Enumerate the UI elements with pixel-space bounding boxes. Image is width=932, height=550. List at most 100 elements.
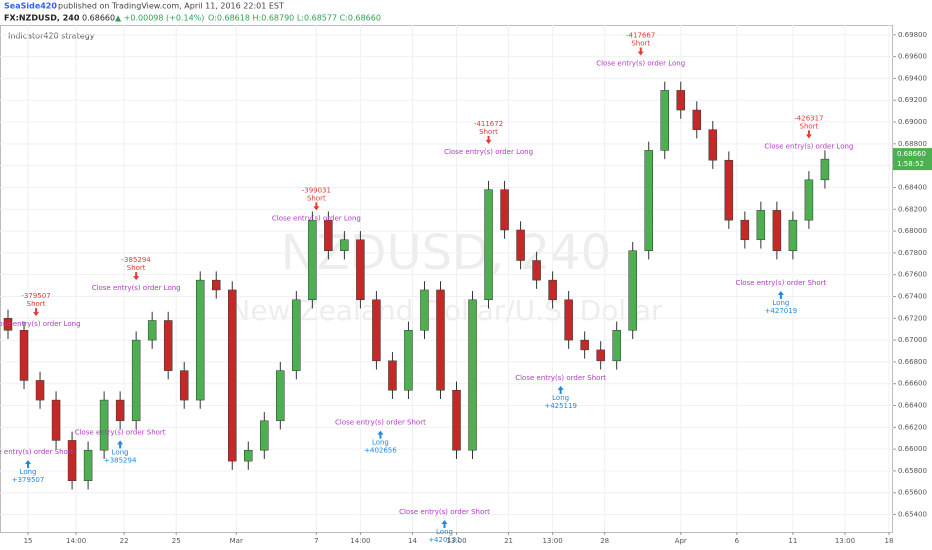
x-tick-label: 13:00 [543,537,563,545]
y-tick-label: 0.68200 [898,205,927,213]
last-price-label: 0.68660 [897,150,926,158]
candle-body [35,380,45,401]
signal-note: Close entry(s) order Short [0,448,74,456]
ohlc: O:0.68618 H:0.68790 L:0.68577 C:0.68660 [208,14,381,23]
candle-body [644,150,653,251]
signal-arrow [33,308,40,317]
signal-id: +427019 [765,307,798,315]
signal-note: Close entry(s) order Short [75,428,166,436]
y-tick-label: 0.68400 [898,183,927,191]
candle-body [340,239,349,251]
candle-body [211,279,221,291]
y-tick-label: 0.65400 [898,511,927,519]
x-tick-label: 14:00 [350,537,370,545]
signal-note: Close entry(s) order Long [0,320,81,328]
published: published on TradingView.com, April 11, … [58,2,284,11]
candle-body [228,289,237,462]
signal-side: Short [307,194,326,202]
y-tick-label: 0.67000 [898,336,927,344]
signal-arrow [117,440,124,449]
signal-side: Long [772,299,789,307]
signal-arrow [805,130,812,139]
candle-body [820,158,830,181]
signal-id: +402656 [364,447,397,455]
candle-body [628,250,637,331]
y-tick-label: 0.69000 [898,118,927,126]
candle-body [612,330,621,362]
candle-body [740,219,750,241]
y-tick-label: 0.67400 [898,292,927,300]
y-tick-label: 0.67800 [898,249,927,257]
candle-body [516,229,525,261]
candle-body [260,420,269,451]
signal-side: Long [372,439,389,447]
candle-body [532,260,541,281]
candle-body [548,279,557,301]
signal-id: -417667 [626,32,655,40]
x-tick-label: Apr [675,537,687,545]
signal-side: Short [27,300,46,308]
candle-body [756,210,766,241]
x-tick-label: 22 [120,537,129,545]
signal-side: Short [800,122,819,130]
candle-body [356,239,365,301]
signal-arrow [441,520,448,529]
candle-body [179,370,189,401]
candle-body [115,399,125,422]
signal-arrow [25,460,32,469]
candle-body [292,299,301,371]
x-tick-label: 7 [314,537,318,545]
candle-body [51,399,61,441]
x-tick-label: 14:00 [66,537,86,545]
candle-body [131,339,141,422]
candle-body [163,320,173,371]
signal-note: Close entry(s) order Short [335,419,426,427]
y-tick-label: 0.66400 [898,402,927,410]
signal-id: -379507 [21,292,50,300]
candle-body [500,189,509,231]
candle-body [147,320,157,341]
candle-body [3,318,13,331]
candle-body [596,349,605,362]
x-tick-label: 14 [408,537,417,545]
signal-note: Close entry(s) order Long [764,142,853,150]
candle-body [372,299,381,362]
signal-arrow [485,135,492,144]
candle-body [484,189,493,301]
y-tick-label: 0.69200 [898,96,927,104]
y-tick-label: 0.67200 [898,314,927,322]
candle-body [452,390,461,451]
candle-body [708,129,718,161]
y-tick-label: 0.65600 [898,489,927,497]
watermark-sub: New Zealand Dollar/U.S. Dollar [229,294,663,327]
signal-arrow [313,202,320,211]
x-tick-label: 18 [885,537,894,545]
signal-id: +385294 [104,456,137,464]
candle-body [788,219,798,251]
candle-body [564,299,573,341]
signal-id: +420131 [428,536,461,544]
signal-note: Close entry(s) order Long [272,214,361,222]
y-tick-label: 0.67600 [898,271,927,279]
candle-body [276,370,285,422]
signal-side: Short [127,264,146,272]
candle-body [404,330,413,391]
x-tick-label: 15 [24,537,33,545]
candle-body [388,360,397,391]
signal-arrow [133,272,140,281]
author[interactable]: SeaSide420 [4,2,57,11]
x-tick-label: 11 [788,537,797,545]
x-tick-label: 21 [504,537,513,545]
y-tick-label: 0.65800 [898,467,927,475]
candle-body [308,219,317,301]
y-tick-label: 0.69600 [898,53,927,61]
signal-arrow [637,47,644,56]
signal-note: Close entry(s) order Long [92,284,181,292]
signal-note: Close entry(s) order Long [596,60,685,68]
signal-id: +379507 [12,476,45,484]
candle-body [244,449,253,462]
plot-frame [0,25,893,533]
signal-side: Long [112,448,129,456]
signal-arrow [377,430,384,439]
